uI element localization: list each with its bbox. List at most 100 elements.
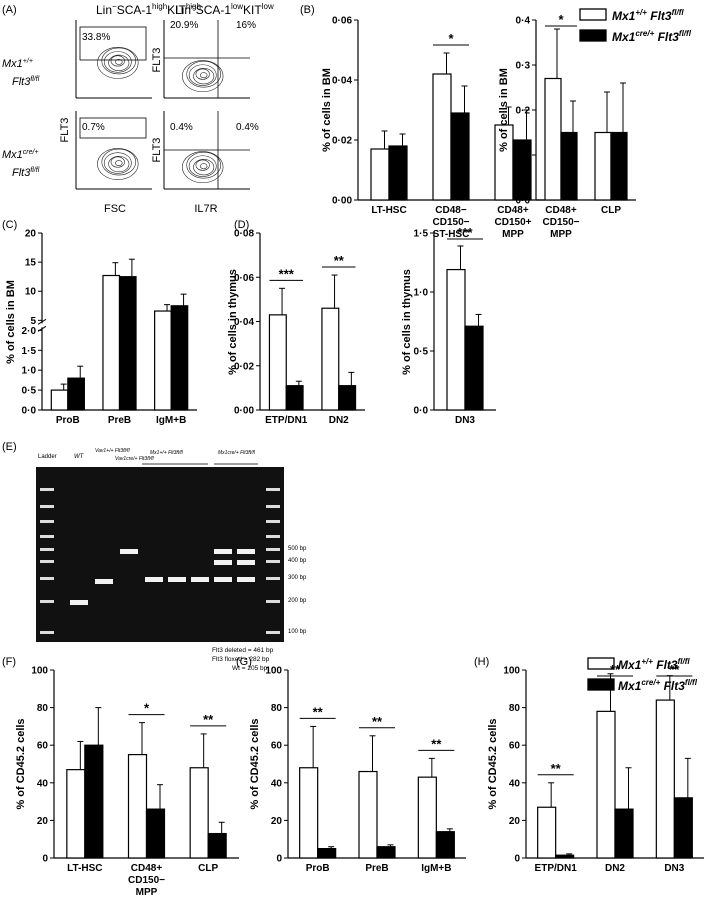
bar-cre bbox=[317, 847, 337, 859]
bar-wt bbox=[655, 699, 675, 859]
x-tick-label: CD150− bbox=[433, 217, 470, 228]
flow-contour bbox=[195, 159, 210, 171]
significance-label: ** bbox=[551, 761, 562, 776]
flow-top-right-q1: 20.9% bbox=[170, 20, 198, 31]
y-tick-label: 0·00 bbox=[332, 196, 352, 207]
x-tick-label: PreB bbox=[108, 415, 131, 426]
gel-lane-mx1-cre: Mx1cre/+ Flt3fl/fl bbox=[218, 450, 256, 456]
bar-cre bbox=[610, 131, 628, 201]
bar-cre bbox=[560, 131, 578, 201]
y-tick-label: 0·08 bbox=[234, 229, 254, 240]
y-tick-label: 0·06 bbox=[332, 16, 352, 27]
bar-wt bbox=[537, 806, 557, 859]
x-tick-label: DN2 bbox=[329, 415, 349, 426]
flow-col1-title: Lin−SCA-1highKIThigh bbox=[96, 2, 201, 17]
x-tick-label: ProB bbox=[56, 415, 80, 426]
legend-label-wt-2: Mx1+/+ Flt3fl/fl bbox=[618, 657, 690, 672]
gel-band bbox=[237, 577, 255, 582]
legend-swatch-cre-2 bbox=[587, 678, 615, 691]
bar-wt bbox=[358, 770, 378, 859]
gel-ladder-band bbox=[266, 548, 280, 551]
bar-cre bbox=[450, 112, 470, 201]
flow-contour bbox=[195, 68, 210, 80]
gel-band bbox=[237, 549, 255, 554]
panel-label-f: (F) bbox=[2, 656, 16, 668]
gel-ladder-band bbox=[40, 535, 54, 538]
flow-x-axis-left: FSC bbox=[104, 203, 126, 215]
x-tick-label: CD150− bbox=[543, 217, 580, 228]
gel-ladder-band bbox=[40, 488, 54, 491]
significance-label: *** bbox=[279, 266, 295, 281]
gel-marker-100: 100 bp bbox=[288, 629, 307, 635]
gel-marker-200: 200 bp bbox=[288, 598, 307, 604]
y-tick-label: 60 bbox=[271, 741, 283, 752]
legend-swatch-cre bbox=[579, 29, 607, 42]
x-tick-label: ST-HSC bbox=[433, 229, 470, 240]
gel-lane-ladder: Ladder bbox=[38, 454, 57, 460]
legend-label-cre: Mx1cre/+ Flt3fl/fl bbox=[612, 29, 692, 44]
y-tick-label: 0·00 bbox=[234, 406, 254, 417]
flow-contour bbox=[97, 148, 139, 180]
flow-contour bbox=[108, 155, 130, 173]
y-tick-label: 0·04 bbox=[234, 317, 254, 328]
gel-band bbox=[145, 577, 163, 582]
flow-top-left-pct: 33.8% bbox=[82, 32, 110, 43]
gel-marker-400: 400 bp bbox=[288, 558, 307, 564]
significance-label: ** bbox=[610, 662, 621, 677]
bar-wt bbox=[446, 268, 466, 411]
flow-contour bbox=[110, 55, 125, 67]
chart-c: 0·0 0·5 1·0 1·5 2·05 10 15 20 % of cells in BM Pr… bbox=[5, 229, 197, 426]
flow-contour bbox=[101, 47, 137, 75]
y-tick-label: 0·5 bbox=[414, 347, 429, 358]
bar-wt bbox=[594, 131, 612, 201]
bar-cre bbox=[67, 377, 85, 411]
flow-contour bbox=[97, 47, 139, 79]
chart-b1: 0·00 0·02 0·04 0·06 % of cells in BM LT-HSC CD… bbox=[321, 16, 544, 240]
flow-contour bbox=[193, 159, 215, 176]
significance-label: * bbox=[558, 12, 564, 27]
y-tick-label: 40 bbox=[509, 778, 521, 789]
x-tick-label: IgM+B bbox=[421, 863, 451, 874]
x-tick-label: MPP bbox=[502, 229, 524, 240]
flow-y-axis-label-2: FLT3 bbox=[151, 48, 163, 73]
flow-gate bbox=[79, 117, 147, 139]
gel-panel: Ladder WT Vav1+/+ Flt3fl/fl Vav1cre/+ Fl… bbox=[36, 448, 307, 672]
bar-wt bbox=[596, 710, 616, 859]
flow-contour bbox=[193, 68, 215, 85]
significance-label: ** bbox=[431, 736, 442, 751]
y-axis-label: % of CD45.2 cells bbox=[15, 718, 27, 809]
y-tick-label: 80 bbox=[37, 703, 49, 714]
gel-lane-mx1-wt: Mx1+/+ Flt3fl/fl bbox=[150, 450, 184, 456]
x-tick-label: CD48− bbox=[435, 205, 467, 216]
flow-bottom-right-q1: 0.4% bbox=[170, 122, 193, 133]
flow-contour bbox=[200, 163, 208, 170]
y-axis-label: % of cells in BM bbox=[5, 280, 17, 364]
significance-label: *** bbox=[457, 225, 473, 240]
gel-ladder-band bbox=[40, 631, 54, 634]
y-tick-label: 60 bbox=[509, 741, 521, 752]
y-tick-label: 100 bbox=[503, 666, 520, 677]
significance-label: ** bbox=[313, 704, 324, 719]
gel-image bbox=[36, 467, 284, 642]
x-tick-label: CLP bbox=[198, 863, 218, 874]
y-tick-label: 0·2 bbox=[516, 106, 531, 117]
bar-wt bbox=[432, 73, 452, 201]
gel-ladder-band bbox=[266, 600, 280, 603]
gel-band bbox=[120, 549, 138, 554]
flow-row1-label-1: Mx1+/+ bbox=[2, 58, 33, 70]
panel-label-b: (B) bbox=[300, 4, 315, 16]
legend-label-wt: Mx1+/+ Flt3fl/fl bbox=[612, 8, 684, 23]
y-tick-label: 1·0 bbox=[414, 288, 429, 299]
y-tick-label: 0·1 bbox=[516, 151, 531, 162]
y-tick-label: 0·5 bbox=[22, 386, 37, 397]
bar-wt bbox=[102, 274, 121, 411]
y-axis-label: % of cells in BM bbox=[498, 68, 510, 152]
chart-g: 0 20 40 60 80 100 % of CD45.2 cells ProB PreB IgM… bbox=[249, 666, 466, 874]
flow-row2-label-1: Mx1cre/+ bbox=[2, 149, 39, 161]
flow-contour bbox=[101, 148, 137, 176]
y-tick-label: 80 bbox=[509, 703, 521, 714]
y-tick-label: 100 bbox=[31, 666, 48, 677]
y-tick-label: 20 bbox=[271, 816, 283, 827]
x-tick-label: CLP bbox=[601, 205, 621, 216]
